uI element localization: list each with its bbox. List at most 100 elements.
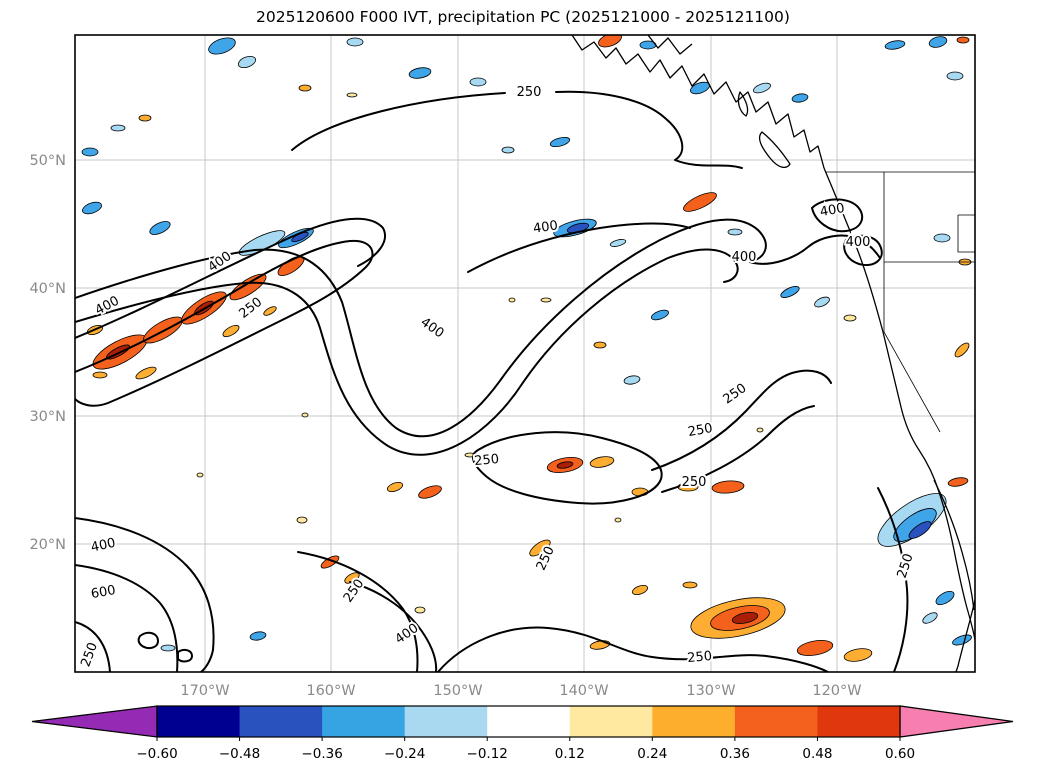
anomaly-blob xyxy=(683,192,717,212)
anomaly-blob xyxy=(753,82,771,94)
chart-title: 2025120600 F000 IVT, precipitation PC (2… xyxy=(256,8,790,26)
lon-tick-label: 140°W xyxy=(559,683,608,699)
anomaly-blob xyxy=(346,37,364,47)
lon-tick-label: 170°W xyxy=(180,683,229,699)
anomaly-blob xyxy=(298,84,312,92)
ivt-contour-400 xyxy=(811,198,864,233)
lat-tick-label: 40°N xyxy=(29,281,66,297)
colorbar-segment xyxy=(652,706,736,737)
colorbar-segment xyxy=(734,706,818,737)
anomaly-blob xyxy=(263,306,277,316)
lat-tick-label: 30°N xyxy=(29,409,66,425)
colorbar-outline xyxy=(156,705,901,738)
anomaly-blob xyxy=(589,456,615,468)
haida-gwaii-island xyxy=(737,91,749,117)
anomaly-blob xyxy=(814,296,830,308)
lon-tick-label: 120°W xyxy=(812,683,861,699)
contour-label: 600 xyxy=(90,583,117,602)
colorbar-segment xyxy=(239,706,323,737)
anomaly-blob xyxy=(346,92,358,98)
ivt-contour-250 xyxy=(75,621,111,672)
anomaly-blob xyxy=(296,516,308,524)
anomaly-blob xyxy=(922,612,938,624)
colorbar-segment xyxy=(404,706,488,737)
anomaly-blob xyxy=(556,461,574,469)
anomaly-blob xyxy=(731,612,759,624)
anomaly-blob xyxy=(92,371,108,379)
colorbar-segment xyxy=(817,706,901,737)
ivt-contour-250 xyxy=(297,551,419,672)
colorbar-segment xyxy=(569,706,653,737)
ivt-contour-250 xyxy=(437,626,829,672)
coastline-alaska xyxy=(647,35,693,55)
coastline-mexico-mainland xyxy=(955,599,975,672)
anomaly-blob xyxy=(81,147,99,157)
border-state-box xyxy=(957,214,975,253)
lat-tick-label: 20°N xyxy=(29,537,66,553)
anomaly-blob xyxy=(933,233,951,243)
colorbar-segment xyxy=(322,706,406,737)
anomaly-blob xyxy=(110,124,126,132)
colorbar-tick-label: 0.24 xyxy=(637,746,667,762)
contour-label: 400 xyxy=(90,536,117,556)
coastline-alaska xyxy=(571,35,825,169)
anomaly-blob xyxy=(631,584,649,596)
anomaly-blob xyxy=(501,146,515,154)
anomaly-blob xyxy=(540,297,552,303)
ivt-contour-island xyxy=(177,648,193,663)
colorbar-segment xyxy=(157,706,241,737)
anomaly-blob xyxy=(935,590,955,606)
coastline-gulf-california xyxy=(933,479,975,611)
lat-tick-label: 50°N xyxy=(29,153,66,169)
anomaly-blob xyxy=(149,221,171,235)
anomaly-blob xyxy=(135,366,157,380)
ivt-contour-400 xyxy=(75,218,881,438)
anomaly-blob xyxy=(82,201,102,215)
contour-label: 250 xyxy=(687,421,714,440)
anomaly-blob xyxy=(598,35,622,48)
anomaly-blob xyxy=(954,342,970,358)
anomaly-blob xyxy=(631,487,649,497)
colorbar-tick-label: −0.48 xyxy=(219,746,260,762)
anomaly-blob xyxy=(196,472,204,478)
anomaly-blob xyxy=(301,412,309,418)
anomaly-blob xyxy=(843,314,857,322)
ivt-contour-400 xyxy=(349,581,438,672)
colorbar: −0.60 −0.48 −0.36 −0.24 −0.12 0.12 0.24 0.36 0.4… xyxy=(31,705,1014,762)
colorbar-tick-label: 0.60 xyxy=(885,746,915,762)
anomaly-blob xyxy=(160,644,176,652)
anomaly-blob xyxy=(529,539,551,557)
anomaly-blob xyxy=(908,521,932,539)
contour-label: 250 xyxy=(682,475,707,490)
ivt-contour-250 xyxy=(472,431,663,505)
anomaly-blob xyxy=(947,477,969,487)
contour-label: 400 xyxy=(846,235,871,250)
ivt-contour-400 xyxy=(467,222,691,273)
anomaly-blob xyxy=(791,93,809,103)
anomaly-blob xyxy=(508,297,516,303)
anomaly-blob xyxy=(418,485,442,499)
ivt-contour-400 xyxy=(75,517,215,672)
anomaly-blob xyxy=(727,228,743,236)
anomaly-blob xyxy=(756,427,764,433)
colorbar-tick-label: −0.36 xyxy=(301,746,342,762)
anomaly-blob xyxy=(593,341,607,349)
anomaly-blob xyxy=(614,517,622,523)
anomaly-blob xyxy=(651,309,669,321)
anomaly-blob xyxy=(229,273,267,301)
anomaly-blob xyxy=(469,77,487,87)
anomaly-blob xyxy=(884,40,906,50)
colorbar-tick-label: −0.24 xyxy=(384,746,425,762)
anomaly-blob xyxy=(796,640,834,656)
anomaly-blob xyxy=(928,36,948,48)
anomaly-blob xyxy=(956,36,970,44)
map-border xyxy=(74,34,976,673)
colorbar-tick-label: 0.36 xyxy=(720,746,750,762)
anomaly-blob xyxy=(946,71,964,81)
contour-label: 400 xyxy=(532,218,559,236)
colorbar-arrow-left xyxy=(31,705,158,738)
anomaly-blob xyxy=(843,648,873,662)
coastline-west-coast xyxy=(823,167,975,641)
